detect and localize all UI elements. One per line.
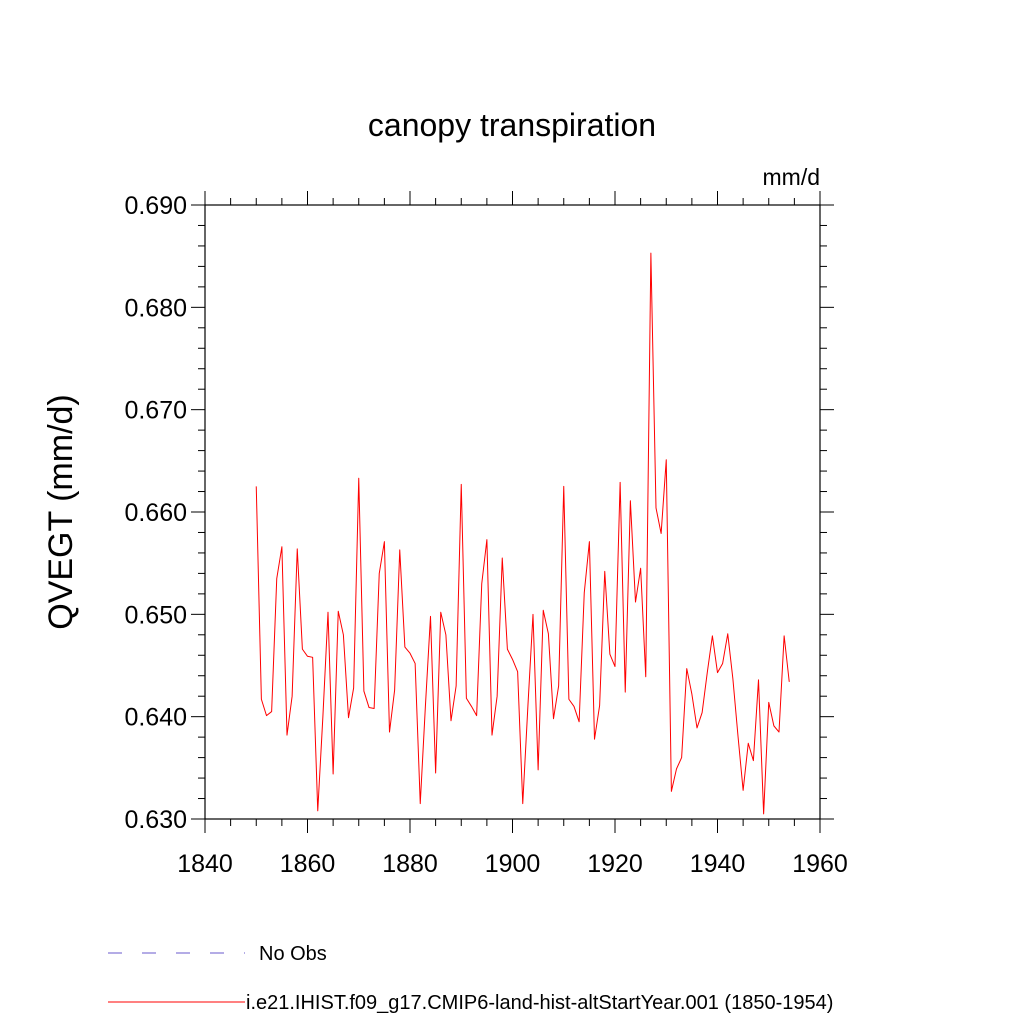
y-tick-label: 0.670	[124, 397, 187, 425]
legend-label-model-run: i.e21.IHIST.f09_g17.CMIP6-land-hist-altS…	[246, 992, 833, 1014]
y-tick-label: 0.640	[124, 704, 187, 732]
units-label: mm/d	[763, 164, 821, 190]
x-tick-label: 1920	[587, 850, 643, 878]
x-tick-label: 1840	[177, 850, 233, 878]
series-line	[255, 252, 790, 815]
y-tick-label: 0.660	[124, 499, 187, 527]
y-tick-label: 0.690	[124, 192, 187, 220]
y-tick-label: 0.630	[124, 806, 187, 834]
axis-tick-labels: 1840 1860 1880 1900 1920 1940 1960 0.630 0.640 0.…	[124, 192, 847, 878]
y-tick-label: 0.680	[124, 294, 187, 322]
chart-title: canopy transpiration	[368, 107, 656, 143]
x-tick-label: 1860	[280, 850, 336, 878]
axis-ticks	[191, 191, 834, 833]
x-tick-label: 1940	[690, 850, 746, 878]
x-tick-label: 1960	[792, 850, 848, 878]
legend-label-no-obs: No Obs	[259, 943, 327, 965]
plot-frame	[204, 204, 821, 820]
series-layer	[255, 252, 790, 815]
x-tick-label: 1900	[485, 850, 541, 878]
x-tick-label: 1880	[382, 850, 438, 878]
legend: No Obs i.e21.IHIST.f09_g17.CMIP6-land-hi…	[108, 943, 833, 1014]
y-axis-label: QVEGT (mm/d)	[42, 394, 80, 630]
y-tick-label: 0.650	[124, 601, 187, 629]
